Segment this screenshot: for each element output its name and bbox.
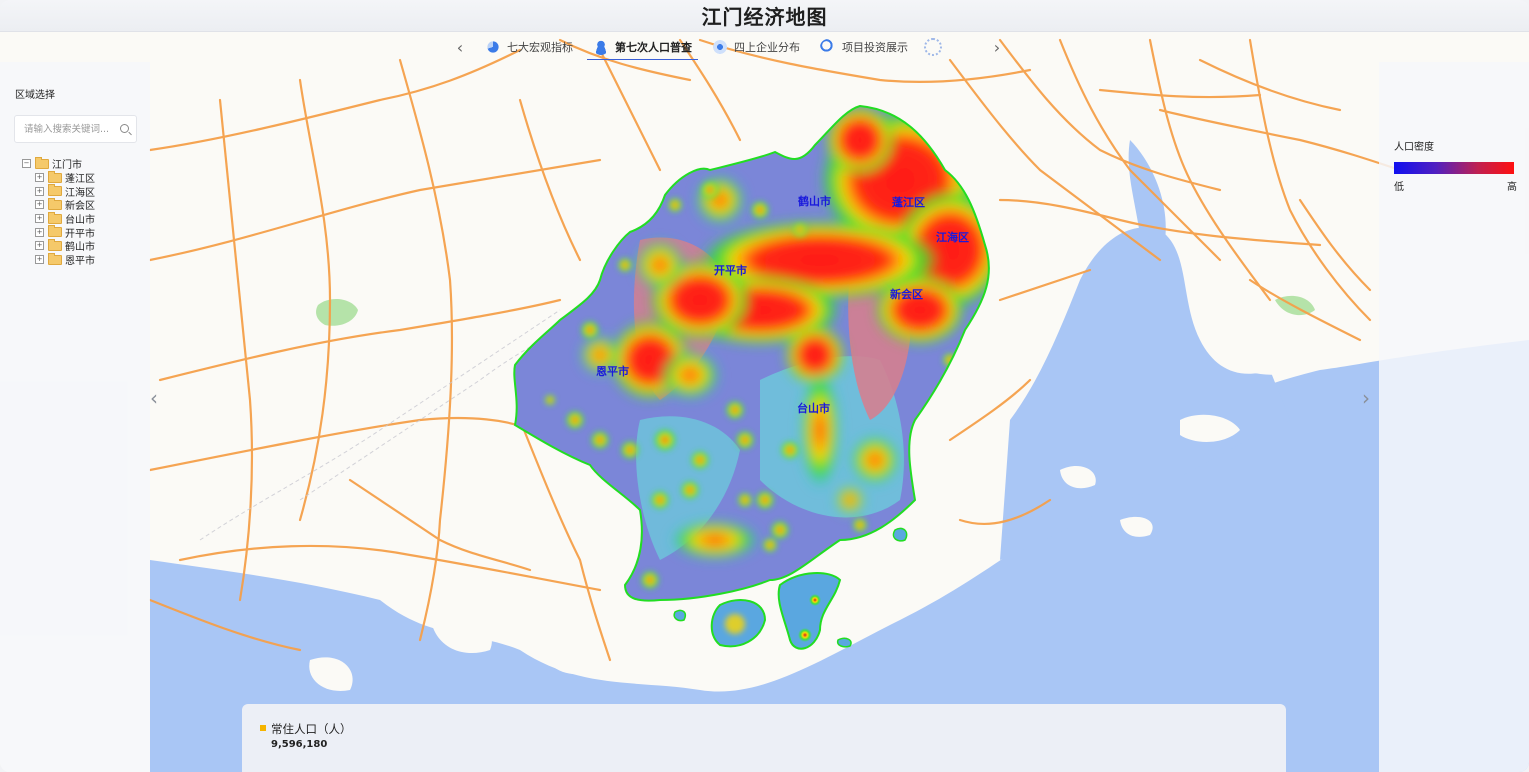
expand-icon[interactable]: + bbox=[35, 255, 44, 265]
tree-node-district[interactable]: + 新会区 bbox=[35, 197, 95, 213]
tree-node-label: 新会区 bbox=[65, 201, 95, 213]
label-enping: 恩平市 bbox=[596, 364, 629, 378]
person-icon bbox=[593, 39, 609, 55]
region-search bbox=[14, 115, 137, 143]
region-tree: − 江门市 + 蓬江区 + 江海区 + 新会区 + 台 bbox=[22, 156, 95, 268]
tree-node-label: 开平市 bbox=[65, 228, 95, 240]
tab-label: 四上企业分布 bbox=[734, 41, 800, 54]
tree-node-root[interactable]: − 江门市 bbox=[22, 156, 95, 172]
more-tab-icon bbox=[924, 38, 942, 56]
expand-icon[interactable]: + bbox=[35, 241, 44, 251]
label-jianghai: 江海区 bbox=[936, 230, 969, 244]
tabs-prev-button[interactable]: ‹ bbox=[456, 37, 464, 57]
map-canvas[interactable]: 鹤山市 蓬江区 江海区 开平市 新会区 恩平市 台山市 bbox=[0, 31, 1529, 772]
district-labels: 鹤山市 蓬江区 江海区 开平市 新会区 恩平市 台山市 bbox=[596, 194, 969, 415]
legend-low-label: 低 bbox=[1394, 182, 1404, 193]
tree-node-label: 恩平市 bbox=[65, 256, 95, 268]
tree-node-label: 鹤山市 bbox=[65, 242, 95, 254]
tree-node-label: 台山市 bbox=[65, 215, 95, 227]
folder-icon bbox=[48, 238, 62, 251]
region-search-input[interactable] bbox=[15, 116, 124, 142]
folder-icon bbox=[48, 184, 62, 197]
tree-node-district[interactable]: + 鹤山市 bbox=[35, 238, 95, 254]
legend-high-label: 高 bbox=[1507, 182, 1517, 193]
tree-node-district[interactable]: + 台山市 bbox=[35, 211, 95, 227]
folder-icon bbox=[48, 211, 62, 224]
tab-enterprise[interactable]: 四上企业分布 bbox=[702, 36, 810, 58]
magnifier-icon bbox=[820, 39, 836, 55]
module-tab-bar: ‹ 七大宏观指标 第七次人口普查 四上企业分布 项目投资展示 › bbox=[445, 34, 1085, 60]
folder-icon bbox=[48, 170, 62, 183]
collapse-icon[interactable]: − bbox=[22, 159, 31, 169]
tree-node-district[interactable]: + 蓬江区 bbox=[35, 170, 95, 186]
tab-label: 七大宏观指标 bbox=[507, 41, 573, 54]
density-color-scale bbox=[1394, 162, 1514, 174]
label-xinhui: 新会区 bbox=[890, 287, 923, 301]
expand-icon[interactable]: + bbox=[35, 227, 44, 237]
tree-node-label: 江门市 bbox=[52, 160, 82, 172]
tree-node-district[interactable]: + 开平市 bbox=[35, 225, 95, 240]
folder-icon bbox=[48, 225, 62, 238]
stat-value: 9,596,180 bbox=[271, 739, 328, 750]
folder-icon bbox=[48, 197, 62, 210]
expand-icon[interactable]: + bbox=[35, 173, 44, 183]
map-prev-arrow-icon[interactable]: ‹ bbox=[150, 386, 158, 410]
tree-node-label: 蓬江区 bbox=[65, 174, 95, 186]
tab-label: 第七次人口普查 bbox=[615, 41, 692, 54]
tab-macro-indicators[interactable]: 七大宏观指标 bbox=[475, 36, 583, 58]
expand-icon[interactable]: + bbox=[35, 186, 44, 196]
legend-panel: 人口密度 低 高 bbox=[1379, 62, 1529, 772]
tab-investment[interactable]: 项目投资展示 bbox=[810, 36, 918, 58]
region-panel: 区域选择 − 江门市 + 蓬江区 + 江海区 + bbox=[0, 62, 150, 772]
page-title: 江门经济地图 bbox=[0, 0, 1529, 32]
tab-label: 项目投资展示 bbox=[842, 41, 908, 54]
label-taishan: 台山市 bbox=[797, 401, 830, 415]
expand-icon[interactable]: + bbox=[35, 200, 44, 210]
heatmap-region bbox=[513, 105, 990, 650]
folder-icon bbox=[48, 252, 62, 265]
label-kaiping: 开平市 bbox=[714, 263, 747, 277]
stats-card: 常住人口（人） 9,596,180 bbox=[242, 704, 1286, 772]
tree-node-district[interactable]: + 恩平市 bbox=[35, 252, 95, 268]
expand-icon[interactable]: + bbox=[35, 214, 44, 224]
map-view[interactable]: 鹤山市 蓬江区 江海区 开平市 新会区 恩平市 台山市 bbox=[0, 31, 1529, 772]
search-icon[interactable] bbox=[120, 124, 129, 133]
pie-chart-icon bbox=[487, 41, 499, 53]
tree-node-label: 江海区 bbox=[65, 187, 95, 199]
tree-node-district[interactable]: + 江海区 bbox=[35, 184, 95, 199]
location-pin-icon bbox=[712, 39, 728, 55]
tabs-next-button[interactable]: › bbox=[993, 37, 1001, 57]
stat-marker-icon bbox=[260, 725, 266, 731]
stat-label: 常住人口（人） bbox=[271, 722, 352, 736]
folder-icon bbox=[35, 156, 49, 169]
map-next-arrow-icon[interactable]: › bbox=[1362, 386, 1370, 410]
label-pengjiang: 蓬江区 bbox=[892, 195, 925, 209]
region-panel-title: 区域选择 bbox=[15, 90, 55, 101]
legend-title: 人口密度 bbox=[1394, 142, 1434, 153]
tab-census[interactable]: 第七次人口普查 bbox=[583, 36, 702, 60]
label-heshan: 鹤山市 bbox=[798, 194, 831, 208]
